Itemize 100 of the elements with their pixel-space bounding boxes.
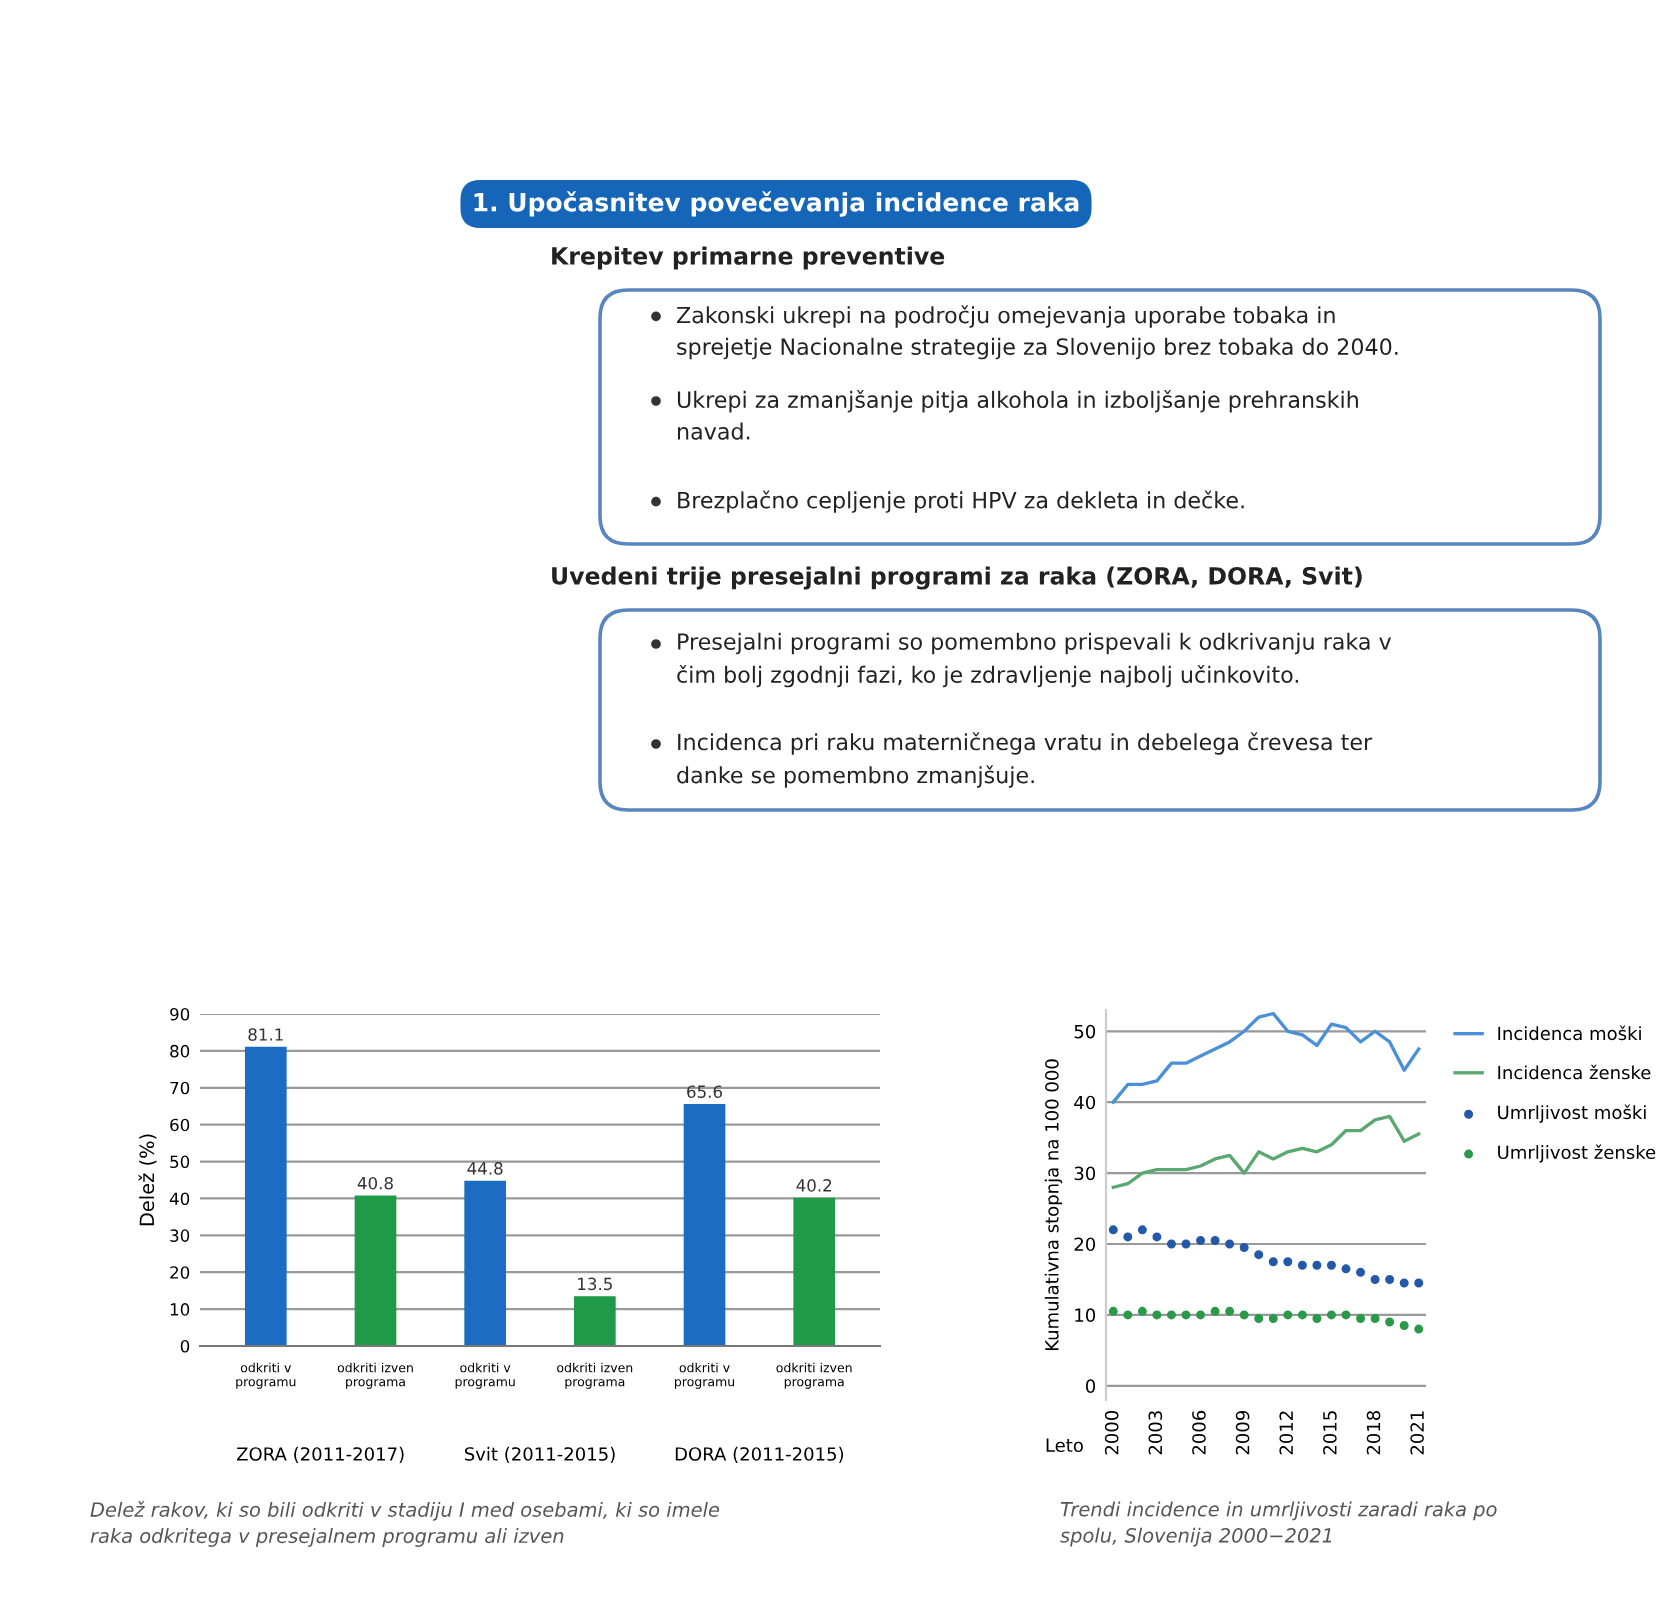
text: ZORA (2011-2017): [236, 1446, 404, 1463]
point: [1326, 1310, 1336, 1320]
point: [1297, 1310, 1307, 1320]
point: [1341, 1310, 1351, 1320]
point: [1356, 1267, 1366, 1277]
text: Uvedeni trije presejalni programi za raka (ZORA, DORA, Svit): [552, 566, 1362, 590]
data-label: 13.5: [578, 1277, 612, 1291]
point: [1385, 1317, 1395, 1327]
point: [1123, 1232, 1133, 1242]
point: [1166, 1239, 1176, 1249]
text: Ukrepi za zmanjšanje pitja alkohola in izboljšanje prehranskih navad.: [677, 389, 1358, 440]
text: Presejalni programi so pomembno prispevali k odkrivanju raka v čim bolj zgodnji fazi, ko je zdravljenje najbolj učinkovito.: [677, 632, 1392, 688]
line-series: [1111, 1011, 1421, 1104]
text: DORA (2011-2015): [675, 1446, 844, 1463]
text: Delež rakov, ki so bili odkriti v stadiju I med osebami, ki so imele raka odkritega v presejalnem programu ali izven: [90, 1501, 720, 1547]
point: [1268, 1313, 1278, 1323]
legend-label: Incidenca moški: [1498, 1025, 1641, 1041]
point: [1414, 1324, 1424, 1334]
text: Trendi incidence in umrljivosti zaradi raka po spolu, Slovenija 2000−2021: [1060, 1501, 1497, 1547]
y-tick-label: 70: [170, 1081, 190, 1095]
y-tick-label: 30: [1074, 1166, 1096, 1181]
line-series: [1111, 1114, 1421, 1189]
point: [1414, 1278, 1424, 1288]
point: [1152, 1310, 1162, 1320]
data-label: 81.1: [248, 1028, 283, 1041]
y-tick-label: 0: [180, 1339, 190, 1353]
point: [1166, 1310, 1176, 1320]
point: [1239, 1310, 1249, 1320]
legend-label: Umrljivost moški: [1498, 1104, 1646, 1123]
point: [1108, 1306, 1118, 1316]
point: [1137, 1225, 1147, 1235]
text: Svit (2011-2015): [464, 1446, 615, 1463]
point: [1385, 1274, 1395, 1284]
point: [1196, 1310, 1206, 1320]
text: Brezplačno cepljenje proti HPV za dekleta in dečke.: [678, 490, 1244, 513]
bar: [244, 1046, 287, 1346]
data-label: 40.2: [796, 1179, 832, 1192]
point: [1239, 1243, 1249, 1253]
point: [1341, 1264, 1351, 1274]
point: [1399, 1278, 1409, 1288]
x-tick-label: 2000: [1104, 1410, 1119, 1455]
y-tick-label: 30: [170, 1229, 190, 1242]
point: [1225, 1239, 1235, 1249]
bar: [464, 1180, 506, 1346]
y-tick-label: 20: [170, 1266, 190, 1279]
point: [1152, 1232, 1162, 1242]
point: [1210, 1306, 1220, 1316]
legend-label: Umrljivost ženske: [1498, 1144, 1656, 1163]
point: [1283, 1310, 1293, 1320]
bar: [574, 1296, 616, 1346]
point: [1137, 1306, 1147, 1316]
point: [1181, 1239, 1191, 1249]
y-tick-label: 40: [169, 1192, 190, 1206]
bar: [793, 1197, 836, 1346]
y-tick-label: 20: [1074, 1237, 1096, 1252]
text: 1. Upočasnitev povečevanja incidence raka: [474, 191, 1079, 217]
x-axis-title: Leto: [1046, 1438, 1083, 1453]
point: [1370, 1313, 1380, 1323]
y-tick-label: 90: [170, 1007, 190, 1021]
point: [1210, 1235, 1220, 1245]
text: Zakonski ukrepi na področju omejevanja uporabe tobaka in sprejetje Nacionalne strategije za Slovenijo brez tobaka do 2040.: [677, 305, 1398, 360]
y-tick-label: 0: [1085, 1379, 1096, 1393]
text: Incidenca pri raku materničnega vratu in debelega črevesa ter danke se pomembno zmanjšuje.: [677, 732, 1373, 788]
point: [1399, 1321, 1409, 1331]
point: [1326, 1260, 1336, 1270]
point: [1181, 1310, 1191, 1320]
point: [1254, 1313, 1264, 1323]
y-tick-label: 50: [1074, 1024, 1096, 1039]
data-label: 40.8: [357, 1176, 393, 1190]
x-tick-label: 2021: [1410, 1411, 1424, 1455]
y-tick-label: 40: [1074, 1095, 1096, 1110]
point: [1254, 1250, 1264, 1260]
x-tick-label: 2006: [1192, 1410, 1206, 1455]
data-label: 44.8: [467, 1162, 503, 1175]
bar: [354, 1195, 397, 1346]
point: [1225, 1306, 1235, 1316]
point: [1268, 1257, 1278, 1267]
y-tick-label: 60: [170, 1118, 190, 1132]
point: [1312, 1313, 1322, 1323]
point: [1196, 1235, 1206, 1245]
legend-label: Incidenca ženske: [1498, 1064, 1651, 1080]
point: [1283, 1257, 1293, 1267]
y-tick-label: 10: [1075, 1308, 1096, 1323]
point: [1312, 1260, 1322, 1270]
point: [1356, 1313, 1366, 1323]
y-axis-title: Kumulativna stopnja na 100 000: [1044, 1059, 1063, 1351]
x-tick-label: 2018: [1366, 1410, 1381, 1455]
point: [1108, 1225, 1118, 1235]
x-tick-label: 2003: [1148, 1411, 1163, 1455]
point: [1123, 1310, 1133, 1320]
x-tick-label: 2015: [1323, 1411, 1337, 1455]
point: [1370, 1274, 1380, 1284]
y-axis-title: Delež (%): [138, 1134, 157, 1226]
x-tick-label: 2009: [1235, 1410, 1250, 1455]
bar: [683, 1104, 726, 1346]
x-tick-label: 2012: [1279, 1411, 1294, 1455]
y-tick-label: 50: [170, 1155, 190, 1169]
point: [1297, 1260, 1307, 1270]
text: Krepitev primarne preventive: [552, 246, 945, 270]
data-label: 65.6: [687, 1085, 723, 1098]
